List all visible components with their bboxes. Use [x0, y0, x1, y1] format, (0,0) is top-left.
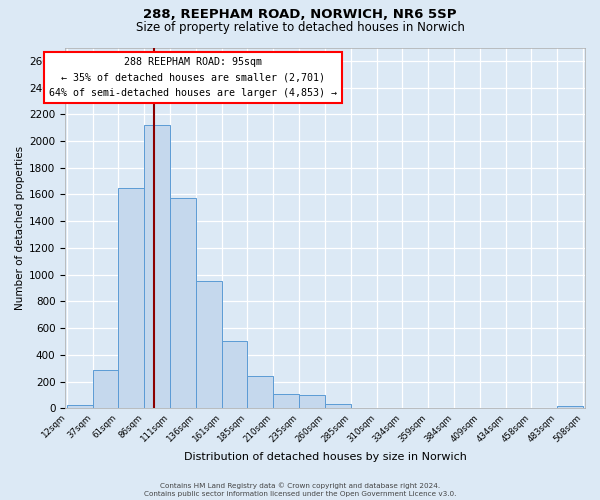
Bar [247, 376, 273, 408]
Bar [196, 280, 222, 408]
Text: Contains HM Land Registry data © Crown copyright and database right 2024.: Contains HM Land Registry data © Crown c… [160, 482, 440, 489]
Bar [299, 395, 325, 408]
Bar [557, 406, 583, 408]
Bar [325, 404, 351, 408]
Bar [273, 394, 299, 408]
Text: Size of property relative to detached houses in Norwich: Size of property relative to detached ho… [136, 21, 464, 34]
Y-axis label: Number of detached properties: Number of detached properties [15, 146, 25, 310]
X-axis label: Distribution of detached houses by size in Norwich: Distribution of detached houses by size … [184, 452, 467, 462]
Bar [67, 405, 93, 408]
Text: Contains public sector information licensed under the Open Government Licence v3: Contains public sector information licen… [144, 491, 456, 497]
Text: 288, REEPHAM ROAD, NORWICH, NR6 5SP: 288, REEPHAM ROAD, NORWICH, NR6 5SP [143, 8, 457, 20]
Bar [222, 342, 247, 408]
Bar [93, 370, 118, 408]
Bar [170, 198, 196, 408]
Bar [144, 125, 170, 408]
Text: 288 REEPHAM ROAD: 95sqm
← 35% of detached houses are smaller (2,701)
64% of semi: 288 REEPHAM ROAD: 95sqm ← 35% of detache… [49, 56, 337, 98]
Bar [118, 188, 144, 408]
